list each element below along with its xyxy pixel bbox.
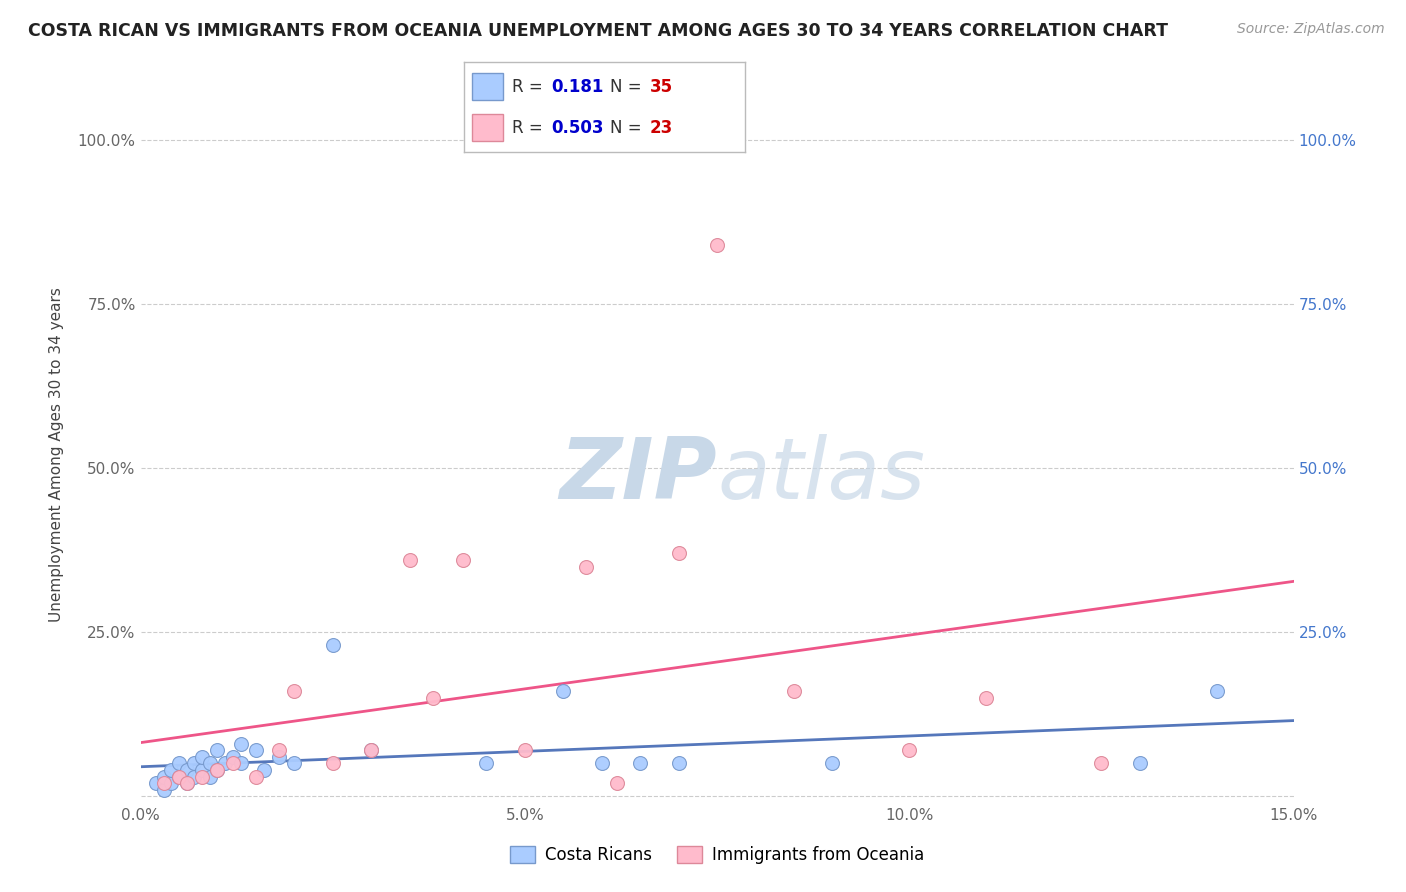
Point [267,743,290,757]
Text: ZIP: ZIP [560,434,717,517]
Point [283,684,305,698]
Text: R =: R = [512,78,548,95]
Text: 0.181: 0.181 [551,78,603,95]
Point [229,737,252,751]
Point [152,782,174,797]
Point [1205,684,1227,698]
Point [167,770,190,784]
Point [322,638,344,652]
Point [898,743,921,757]
Point [198,756,221,771]
Point [152,770,174,784]
Point [198,770,221,784]
Point [513,743,536,757]
Point [628,756,651,771]
Point [167,770,190,784]
Point [229,756,252,771]
Text: 23: 23 [650,119,673,136]
Text: Source: ZipAtlas.com: Source: ZipAtlas.com [1237,22,1385,37]
Point [706,238,728,252]
Point [553,684,575,698]
Point [160,776,183,790]
Point [145,776,167,790]
Point [668,756,690,771]
Point [160,763,183,777]
Point [245,770,267,784]
Point [821,756,844,771]
Point [176,776,198,790]
Point [283,756,305,771]
Point [974,690,997,705]
Point [360,743,382,757]
Bar [472,73,503,100]
Text: 0.503: 0.503 [551,119,603,136]
Point [475,756,498,771]
Text: 35: 35 [650,78,672,95]
Point [398,553,420,567]
Point [222,749,245,764]
Point [252,763,274,777]
Point [176,763,198,777]
Point [360,743,382,757]
Point [214,756,236,771]
Point [1090,756,1112,771]
Point [222,756,245,771]
Point [167,756,190,771]
Point [191,749,214,764]
Point [207,763,229,777]
Point [207,763,229,777]
Point [245,743,267,757]
Point [322,756,344,771]
Point [783,684,806,698]
Point [422,690,444,705]
Point [191,763,214,777]
Point [606,776,628,790]
Text: COSTA RICAN VS IMMIGRANTS FROM OCEANIA UNEMPLOYMENT AMONG AGES 30 TO 34 YEARS CO: COSTA RICAN VS IMMIGRANTS FROM OCEANIA U… [28,22,1168,40]
Point [267,749,290,764]
Point [183,770,205,784]
Point [453,553,475,567]
Y-axis label: Unemployment Among Ages 30 to 34 years: Unemployment Among Ages 30 to 34 years [49,287,63,623]
Point [183,756,205,771]
Text: N =: N = [610,78,647,95]
Point [575,559,598,574]
Text: N =: N = [610,119,647,136]
Point [176,776,198,790]
Point [1129,756,1152,771]
Point [152,776,174,790]
Legend: Costa Ricans, Immigrants from Oceania: Costa Ricans, Immigrants from Oceania [503,839,931,871]
Text: R =: R = [512,119,548,136]
Point [668,546,690,560]
Point [207,743,229,757]
Point [591,756,613,771]
Text: atlas: atlas [717,434,925,517]
Point [191,770,214,784]
Bar [472,114,503,141]
